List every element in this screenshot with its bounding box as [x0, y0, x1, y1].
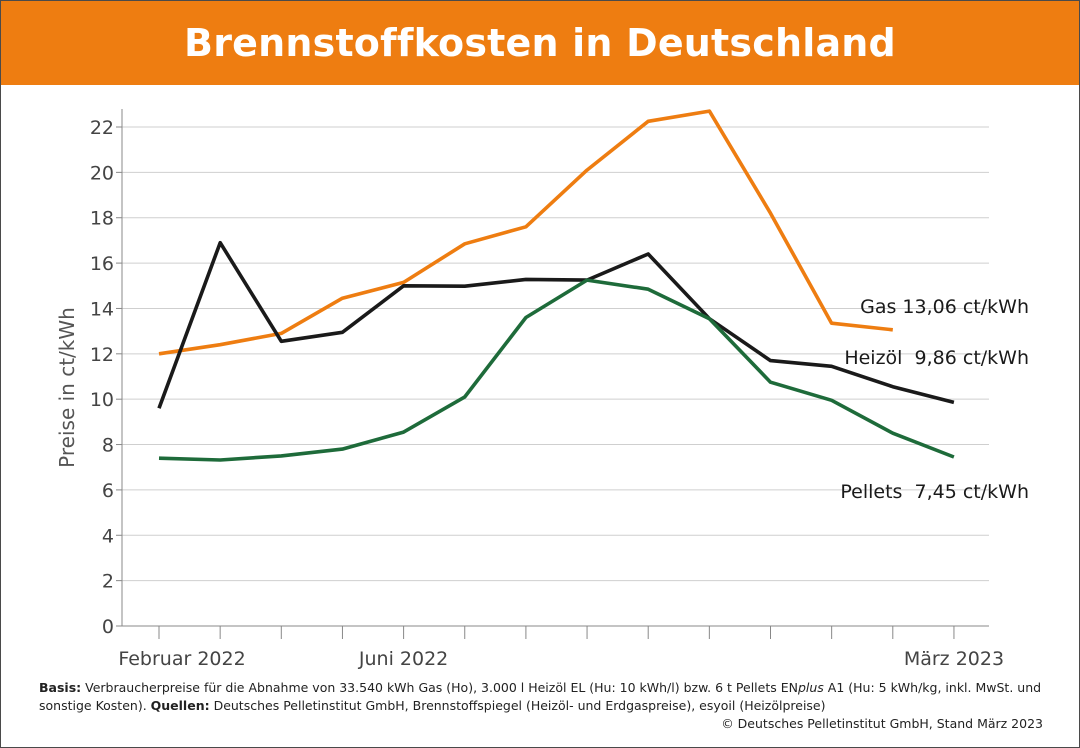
y-tick-label: 2: [102, 571, 114, 593]
x-tick-label: Februar 2022: [118, 648, 245, 670]
y-tick-label: 10: [90, 389, 114, 411]
series-line-pellets: [158, 278, 955, 462]
y-tick-label: 8: [102, 435, 114, 457]
chart-title: Brennstoffkosten in Deutschland: [184, 21, 896, 65]
series-label-heizoel: Heizöl 9,86 ct/kWh: [844, 347, 1029, 369]
y-tick-label: 6: [102, 480, 114, 502]
footer-notes: Basis: Verbraucherpreise für die Abnahme…: [39, 679, 1043, 733]
y-tick-label: 14: [90, 298, 114, 320]
y-tick-label: 12: [90, 344, 114, 366]
basis-note: Basis: Verbraucherpreise für die Abnahme…: [39, 679, 1043, 715]
sources-label: Quellen:: [150, 698, 210, 713]
basis-text: Verbraucherpreise für die Abnahme von 33…: [85, 680, 798, 695]
y-tick-label: 16: [90, 253, 114, 275]
y-tick-label: 4: [102, 525, 114, 547]
series-line-heizoel: [157, 240, 955, 409]
line-chart: 0 2 4 6 8 10 12 14 16 18 20 22 Februar 2022 Juni 2022…: [55, 109, 1029, 670]
y-tick-label: 0: [102, 616, 114, 638]
series-label-gas: Gas 13,06 ct/kWh: [860, 296, 1029, 318]
x-tick-label: März 2023: [904, 648, 1004, 670]
series-label-pellets: Pellets 7,45 ct/kWh: [840, 481, 1029, 503]
y-tick-label: 20: [90, 162, 114, 184]
basis-text-2: A1 (Hu: 5 kWh/kg, inkl. MwSt. und sonsti…: [39, 680, 1042, 713]
basis-italic: plus: [797, 680, 824, 695]
y-axis-title: Preise in ct/kWh: [55, 307, 79, 468]
basis-label: Basis:: [39, 680, 82, 695]
copyright-note: © Deutsches Pelletinstitut GmbH, Stand M…: [721, 716, 1043, 731]
y-tick-label: 18: [90, 208, 114, 230]
sources-text: Deutsches Pelletinstitut GmbH, Brennstof…: [209, 698, 826, 713]
title-banner: Brennstoffkosten in Deutschland: [1, 1, 1079, 85]
y-tick-label: 22: [90, 117, 114, 139]
series-line-gas: [158, 109, 893, 356]
x-tick-label: Juni 2022: [358, 648, 448, 670]
